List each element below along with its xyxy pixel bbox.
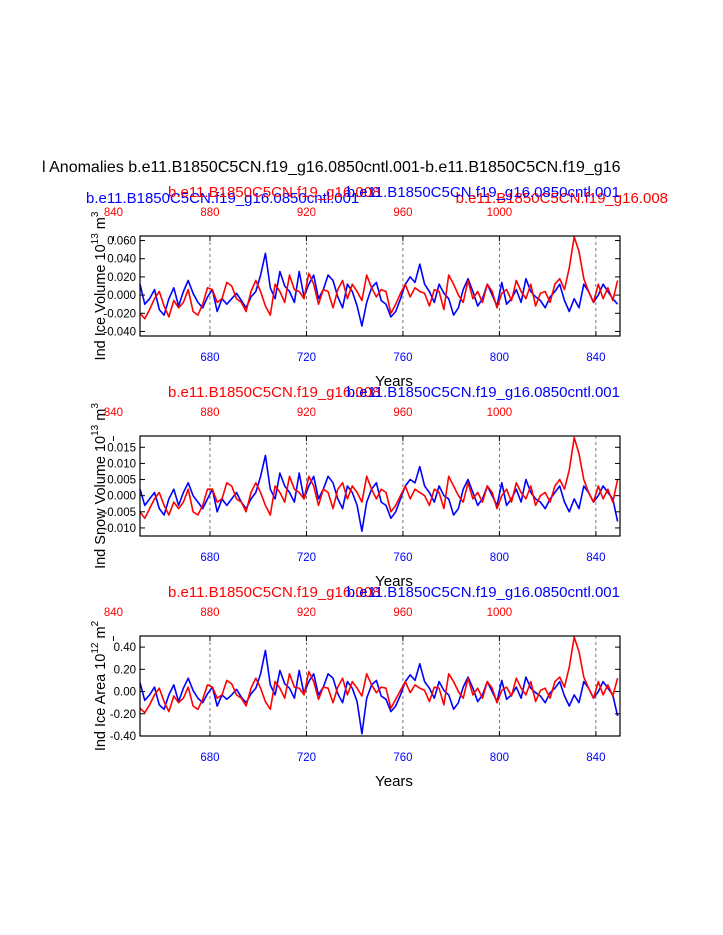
- y-tick-label: -0.020: [103, 308, 136, 320]
- x-tick-label-top: 880: [200, 407, 219, 419]
- plot-frame: [139, 635, 621, 737]
- x-axis-title: Years: [375, 773, 413, 790]
- y-tick-label: -0.005: [103, 507, 136, 519]
- panel-label-blue: b.e11.B1850C5CN.f19_g16.0850cntl.001: [347, 584, 620, 601]
- y-tick-label: 0.000: [107, 491, 136, 503]
- x-tick-label-bottom: 720: [297, 752, 316, 764]
- y-tick-label: 0.010: [107, 458, 136, 470]
- x-tick-label-top: 960: [393, 407, 412, 419]
- y-tick-label: 0.000: [107, 290, 136, 302]
- panel-1: -0.040 -0.020 0.000 0.020 0.040 0.060 680 720 76…: [90, 184, 621, 390]
- x-tick-label-top: 840: [104, 407, 123, 419]
- panel-3: -0.40 -0.20 0.00 0.20 0.40 680 720 760 800 840 840…: [90, 584, 621, 790]
- y-axis-title-text: Ind Ice Area 10: [93, 654, 109, 752]
- header-label-blue: b.e11.B1850C5CN.f19_g16.0850cntl.001: [86, 190, 359, 207]
- series-line-red: [139, 636, 619, 714]
- y-tick-label: 0.20: [114, 664, 136, 676]
- x-tick-label-bottom: 760: [393, 552, 412, 564]
- x-tick-label-bottom: 840: [586, 352, 605, 364]
- y-tick-label: 0.015: [107, 442, 136, 454]
- x-tick-label-top: 920: [297, 207, 316, 219]
- x-tick-label-bottom: 800: [490, 352, 509, 364]
- x-tick-label-top: 960: [393, 207, 412, 219]
- y-axis-title: Ind Ice Volume 1013 m3: [90, 211, 109, 360]
- panel-label-blue: b.e11.B1850C5CN.f19_g16.0850cntl.001: [347, 184, 620, 201]
- x-axis-title: Years: [375, 573, 413, 590]
- y-axis-title-text: Ind Ice Volume 10: [93, 244, 109, 360]
- y-axis-title: Ind Ice Area 1012 m2: [90, 620, 109, 751]
- x-tick-label-top: 880: [200, 607, 219, 619]
- x-tick-label-bottom: 800: [490, 552, 509, 564]
- y-axis-title-unit: m: [93, 409, 109, 425]
- x-tick-label-top: 920: [297, 607, 316, 619]
- y-axis-title-unit: m: [93, 217, 109, 233]
- y-tick-label: -0.040: [103, 326, 136, 338]
- chart-panels: -0.040 -0.020 0.000 0.020 0.040 0.060 680 720 76…: [90, 184, 621, 790]
- plot-frame: [139, 235, 621, 337]
- y-tick-label: 0.020: [107, 272, 136, 284]
- x-tick-label-top: 960: [393, 607, 412, 619]
- y-tick-label: 0.005: [107, 475, 136, 487]
- y-axis-title-exponent: 13: [90, 233, 101, 245]
- x-tick-label-top: 1000: [487, 607, 513, 619]
- y-axis-title-unit: m: [93, 626, 109, 642]
- y-axis-title: Ind Snow Volume 1013 m3: [90, 403, 109, 569]
- panel-label-blue: b.e11.B1850C5CN.f19_g16.0850cntl.001: [347, 384, 620, 401]
- x-tick-label-bottom: 840: [586, 552, 605, 564]
- x-tick-label-bottom: 840: [586, 752, 605, 764]
- y-axis-title-text: Ind Snow Volume 10: [93, 436, 109, 569]
- x-tick-label-top: 840: [104, 207, 123, 219]
- x-tick-label-bottom: 680: [200, 552, 219, 564]
- panel-2: -0.010 -0.005 0.000 0.005 0.010 0.015 680 720 76…: [90, 384, 621, 590]
- y-tick-label: -0.010: [103, 523, 136, 535]
- y-tick-label: 0.060: [107, 236, 136, 248]
- y-tick-label: 0.040: [107, 254, 136, 266]
- y-axis-title-unit-exponent: 2: [90, 620, 101, 626]
- header-series-labels: b.e11.B1850C5CN.f19_g16.0850cntl.001 b.e…: [86, 190, 668, 207]
- panel-label-red: b.e11.B1850C5CN.f19_g16.008: [168, 384, 380, 401]
- x-tick-label-bottom: 800: [490, 752, 509, 764]
- plot-frame: [139, 435, 621, 537]
- figure-title: l Anomalies b.e11.B1850C5CN.f19_g16.0850…: [42, 159, 621, 176]
- x-tick-label-top: 920: [297, 407, 316, 419]
- x-axis-title: Years: [375, 373, 413, 390]
- x-tick-label-top: 1000: [487, 407, 513, 419]
- series-line-red: [139, 436, 619, 520]
- x-tick-label-bottom: 720: [297, 552, 316, 564]
- series-line-red: [139, 236, 619, 320]
- panel-label-red: b.e11.B1850C5CN.f19_g16.008: [168, 184, 380, 201]
- header-label-red: b.e11.B1850C5CN.f19_g16.008: [456, 190, 668, 207]
- x-tick-label-bottom: 680: [200, 752, 219, 764]
- y-axis-title-unit-exponent: 3: [90, 211, 101, 217]
- x-tick-label-top: 880: [200, 207, 219, 219]
- x-tick-label-bottom: 760: [393, 352, 412, 364]
- y-axis-title-exponent: 13: [90, 424, 101, 436]
- x-tick-label-bottom: 760: [393, 752, 412, 764]
- x-tick-label-top: 1000: [487, 207, 513, 219]
- y-tick-label: -0.40: [110, 731, 136, 743]
- x-tick-label-bottom: 720: [297, 352, 316, 364]
- x-tick-label-top: 840: [104, 607, 123, 619]
- x-tick-label-bottom: 680: [200, 352, 219, 364]
- y-axis-title-unit-exponent: 3: [90, 403, 101, 409]
- y-axis-title-exponent: 12: [90, 642, 101, 654]
- y-tick-label: 0.40: [114, 642, 136, 654]
- panel-label-red: b.e11.B1850C5CN.f19_g16.008: [168, 584, 380, 601]
- y-tick-label: 0.00: [114, 687, 136, 699]
- y-tick-label: -0.20: [110, 709, 136, 721]
